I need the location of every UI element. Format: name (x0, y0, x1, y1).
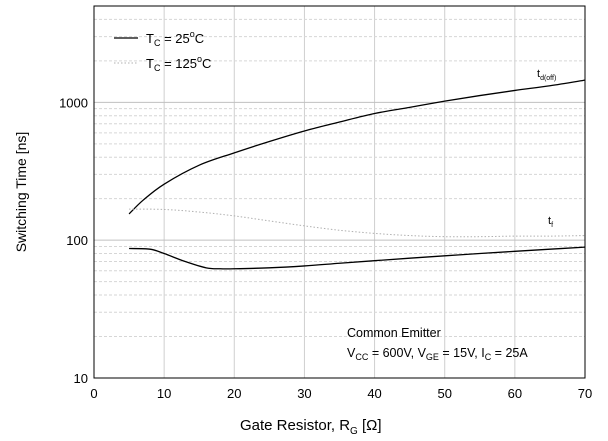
annotation-segment: C (485, 352, 492, 362)
annotation-segment: = 25A (491, 346, 528, 360)
series-lines (128, 79, 586, 270)
x-tick-label: 30 (297, 386, 311, 401)
curve-tc25-td-off (128, 79, 586, 215)
curve-tc25-tf (129, 246, 586, 270)
x-axis-label: Gate Resistor, RG [Ω] (240, 417, 382, 437)
annotation-line1: Common Emitter (347, 326, 441, 340)
annotation-segment: GE (426, 352, 439, 362)
y-tick-label: 10 (74, 371, 88, 386)
y-axis-label: Switching Time [ns] (13, 132, 29, 253)
x-tick-label: 20 (227, 386, 241, 401)
curve-label-tf: tf (548, 215, 553, 229)
y-tick-labels: 10 100 1000 (59, 95, 88, 386)
x-tick-label: 10 (157, 386, 171, 401)
grid (94, 6, 585, 378)
y-tick-label: 100 (66, 233, 88, 248)
legend-label-25c: TC = 25oC (146, 29, 204, 48)
x-tick-label: 40 (367, 386, 381, 401)
x-tick-labels: 0 10 20 30 40 50 60 70 (90, 386, 592, 401)
x-tick-label: 0 (90, 386, 97, 401)
legend-label-125c: TC = 125oC (146, 54, 211, 73)
x-tick-label: 50 (437, 386, 451, 401)
annotation-segment: = 15V, I (439, 346, 485, 360)
annotation-segment: CC (355, 352, 368, 362)
curve-tc125-tf (129, 208, 586, 238)
plot-frame (93, 5, 586, 379)
legend: TC = 25oC TC = 125oC (114, 29, 211, 73)
annotation-segment: V (347, 346, 356, 360)
curve-label-td-off: td(off) (537, 68, 556, 82)
x-tick-label: 60 (508, 386, 522, 401)
annotation-segment: = 600V, V (368, 346, 426, 360)
y-tick-label: 1000 (59, 95, 88, 110)
x-tick-label: 70 (578, 386, 592, 401)
annotation-line2: VCC = 600V, VGE = 15V, IC = 25A (347, 346, 528, 362)
